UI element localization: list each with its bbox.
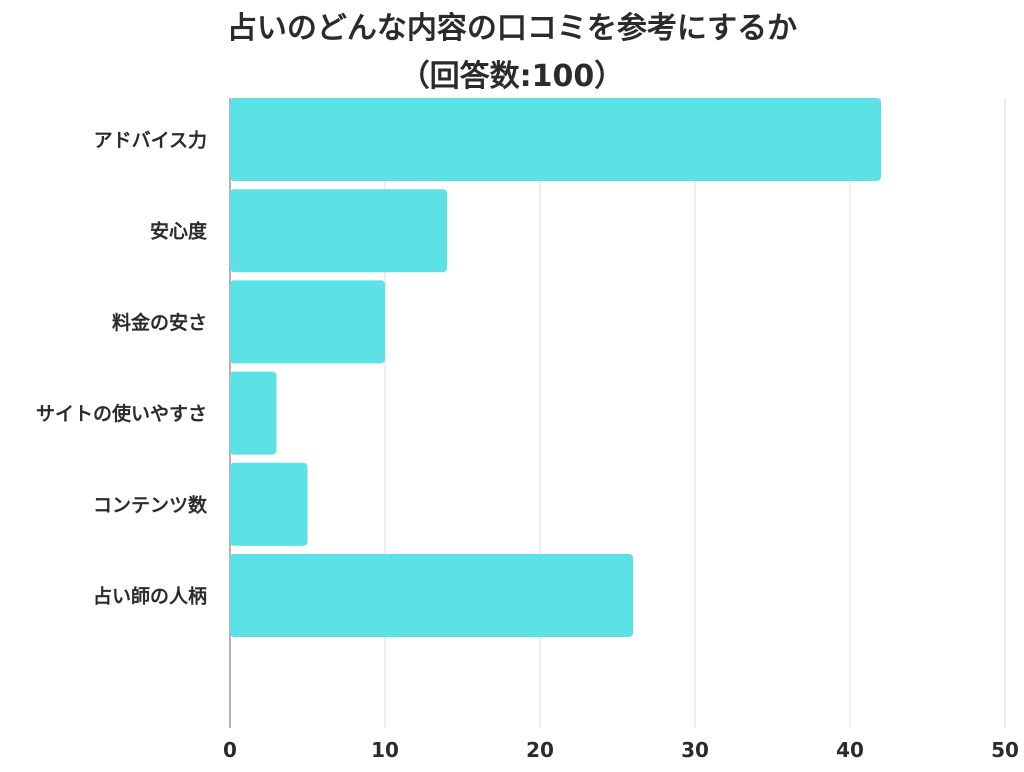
x-tick-label: 50 xyxy=(991,738,1019,762)
category-label: コンテンツ数 xyxy=(93,493,208,516)
x-tick-label: 20 xyxy=(526,738,554,762)
x-tick-label: 0 xyxy=(223,738,237,762)
x-axis-ticks: 0 10 20 30 40 50 xyxy=(223,738,1019,762)
bar xyxy=(230,280,385,364)
x-tick-label: 10 xyxy=(371,738,399,762)
category-label: 占い師の人柄 xyxy=(93,585,207,608)
category-label: サイトの使いやすさ xyxy=(36,403,207,425)
bar xyxy=(230,462,308,546)
category-label: アドバイス力 xyxy=(94,129,207,152)
category-label: 料金の安さ xyxy=(112,311,207,334)
bar xyxy=(230,554,633,637)
bar xyxy=(230,189,447,273)
bars xyxy=(230,98,881,637)
x-tick-label: 30 xyxy=(681,738,709,762)
chart-subtitle: （回答数:100） xyxy=(400,59,625,94)
category-label: 安心度 xyxy=(150,220,208,243)
bar xyxy=(230,371,277,455)
x-tick-label: 40 xyxy=(836,738,864,762)
chart-title: 占いのどんな内容の口コミを参考にするか xyxy=(227,11,797,46)
bar xyxy=(230,98,881,181)
